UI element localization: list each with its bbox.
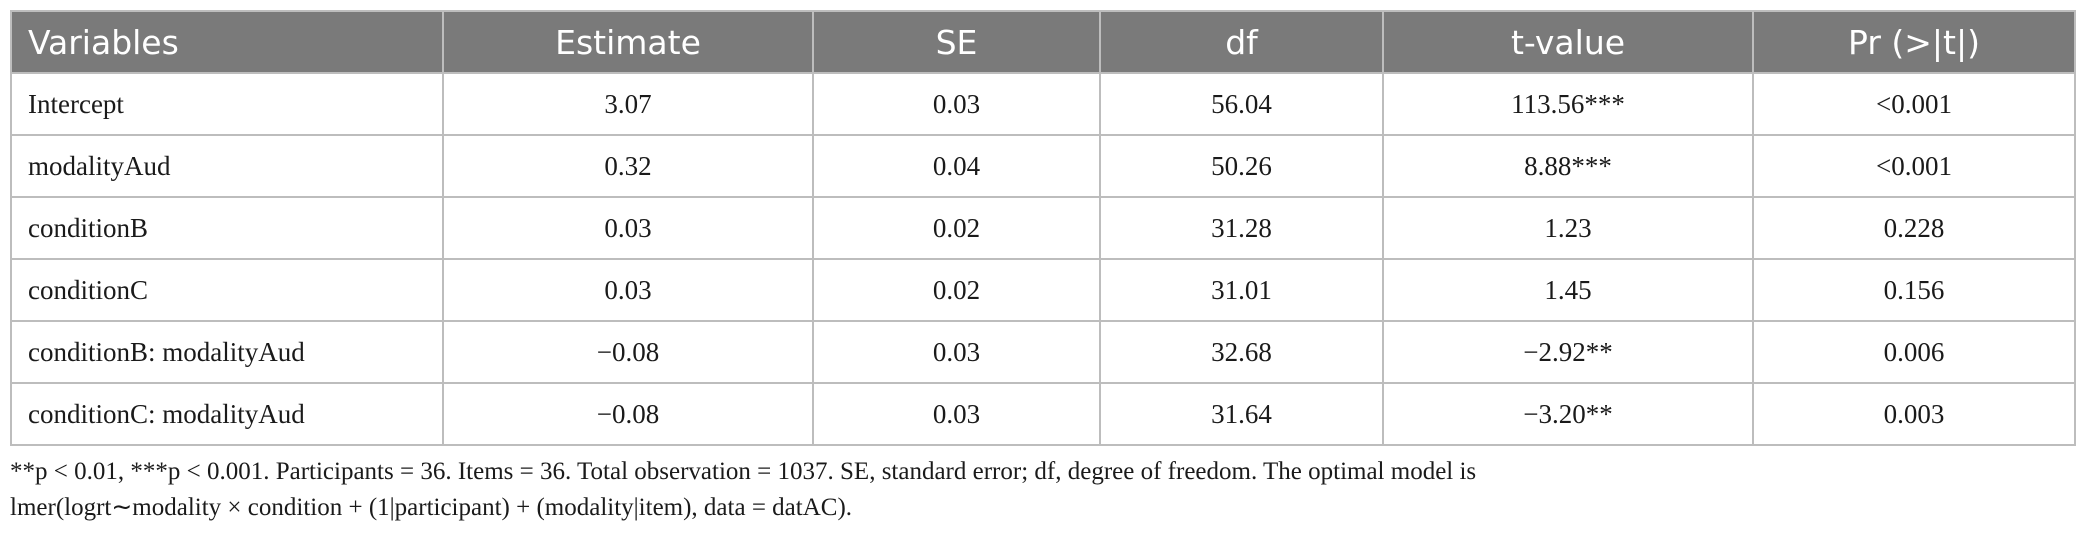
cell-variable: modalityAud bbox=[10, 134, 444, 198]
column-header-se: SE bbox=[812, 10, 1101, 74]
cell-df: 32.68 bbox=[1099, 320, 1384, 384]
cell-estimate: 0.32 bbox=[442, 134, 814, 198]
header-row: Variables Estimate SE df t-value Pr (>|t… bbox=[10, 10, 2076, 74]
cell-variable: conditionC: modalityAud bbox=[10, 382, 444, 446]
cell-df: 31.01 bbox=[1099, 258, 1384, 322]
cell-estimate: −0.08 bbox=[442, 320, 814, 384]
cell-t-value: 113.56*** bbox=[1382, 72, 1754, 136]
cell-variable: conditionB: modalityAud bbox=[10, 320, 444, 384]
table-row: modalityAud 0.32 0.04 50.26 8.88*** <0.0… bbox=[10, 134, 2076, 198]
column-header-t-value: t-value bbox=[1382, 10, 1754, 74]
cell-df: 50.26 bbox=[1099, 134, 1384, 198]
column-header-df: df bbox=[1099, 10, 1384, 74]
table-row: conditionC 0.03 0.02 31.01 1.45 0.156 bbox=[10, 258, 2076, 322]
cell-estimate: 3.07 bbox=[442, 72, 814, 136]
cell-p-value: 0.156 bbox=[1752, 258, 2076, 322]
column-header-p-value: Pr (>|t|) bbox=[1752, 10, 2076, 74]
table-row: conditionB: modalityAud −0.08 0.03 32.68… bbox=[10, 320, 2076, 384]
cell-variable: conditionC bbox=[10, 258, 444, 322]
regression-results-table: Variables Estimate SE df t-value Pr (>|t… bbox=[10, 10, 2076, 446]
cell-t-value: −3.20** bbox=[1382, 382, 1754, 446]
cell-se: 0.04 bbox=[812, 134, 1101, 198]
cell-variable: Intercept bbox=[10, 72, 444, 136]
cell-t-value: 1.23 bbox=[1382, 196, 1754, 260]
cell-p-value: 0.006 bbox=[1752, 320, 2076, 384]
cell-estimate: 0.03 bbox=[442, 258, 814, 322]
cell-variable: conditionB bbox=[10, 196, 444, 260]
cell-p-value: <0.001 bbox=[1752, 134, 2076, 198]
table-row: Intercept 3.07 0.03 56.04 113.56*** <0.0… bbox=[10, 72, 2076, 136]
cell-t-value: 8.88*** bbox=[1382, 134, 1754, 198]
cell-estimate: 0.03 bbox=[442, 196, 814, 260]
cell-se: 0.02 bbox=[812, 258, 1101, 322]
column-header-estimate: Estimate bbox=[442, 10, 814, 74]
footnote-line-1: **p < 0.01, ***p < 0.001. Participants =… bbox=[10, 458, 1477, 485]
cell-t-value: 1.45 bbox=[1382, 258, 1754, 322]
cell-t-value: −2.92** bbox=[1382, 320, 1754, 384]
footnote-line-2: lmer(logrt∼modality × condition + (1|par… bbox=[10, 494, 853, 521]
results-table-container: Variables Estimate SE df t-value Pr (>|t… bbox=[10, 10, 2076, 526]
cell-se: 0.03 bbox=[812, 382, 1101, 446]
cell-df: 31.28 bbox=[1099, 196, 1384, 260]
table-row: conditionB 0.03 0.02 31.28 1.23 0.228 bbox=[10, 196, 2076, 260]
cell-se: 0.02 bbox=[812, 196, 1101, 260]
cell-p-value: <0.001 bbox=[1752, 72, 2076, 136]
cell-se: 0.03 bbox=[812, 72, 1101, 136]
cell-df: 56.04 bbox=[1099, 72, 1384, 136]
table-footnote: **p < 0.01, ***p < 0.001. Participants =… bbox=[10, 454, 2074, 526]
cell-p-value: 0.228 bbox=[1752, 196, 2076, 260]
column-header-variables: Variables bbox=[10, 10, 444, 74]
cell-p-value: 0.003 bbox=[1752, 382, 2076, 446]
cell-estimate: −0.08 bbox=[442, 382, 814, 446]
table-row: conditionC: modalityAud −0.08 0.03 31.64… bbox=[10, 382, 2076, 446]
cell-se: 0.03 bbox=[812, 320, 1101, 384]
cell-df: 31.64 bbox=[1099, 382, 1384, 446]
